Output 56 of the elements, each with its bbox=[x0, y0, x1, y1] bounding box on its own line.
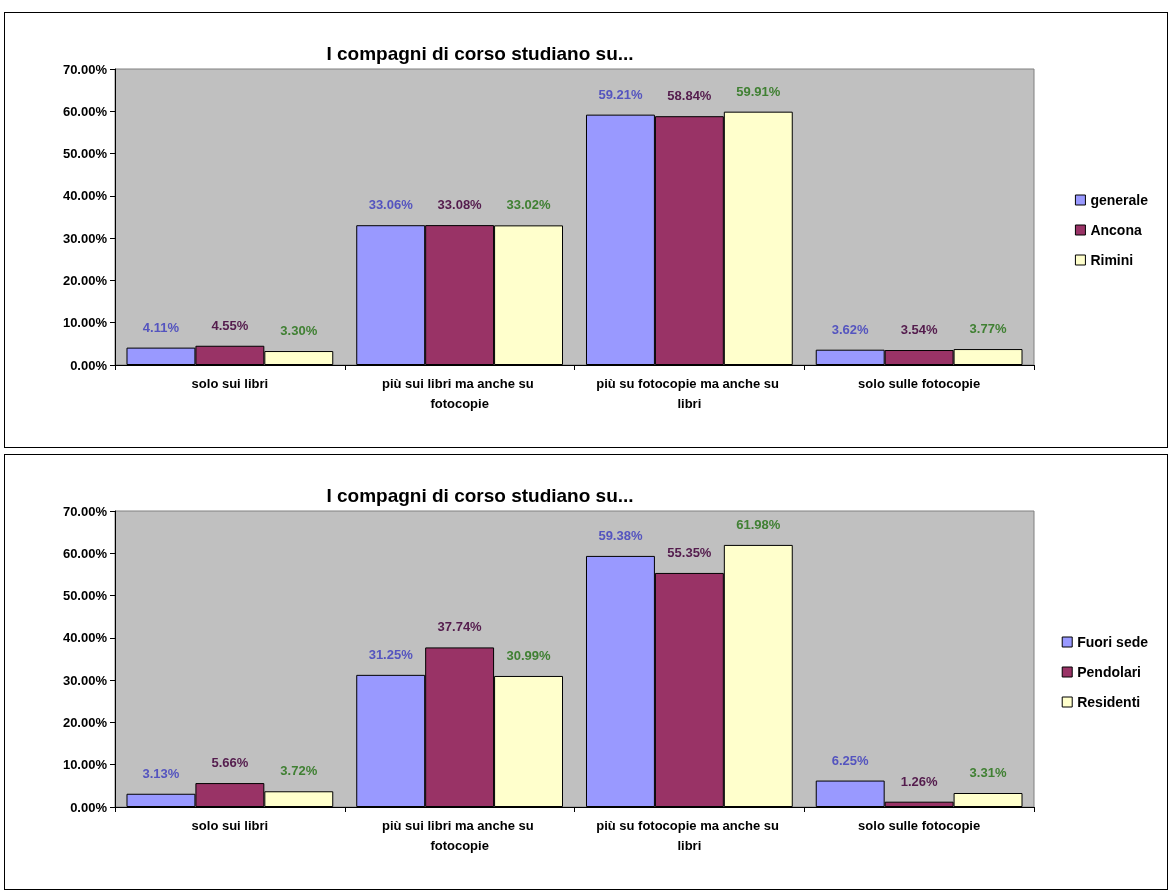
x-tick-label: solo sulle fotocopie bbox=[858, 375, 981, 391]
data-label: 3.13% bbox=[142, 765, 180, 781]
y-tick-label: 10.00% bbox=[62, 757, 108, 773]
data-label: 33.02% bbox=[506, 197, 552, 213]
data-label: 33.08% bbox=[437, 197, 483, 213]
y-tick-label: 0.00% bbox=[70, 357, 108, 373]
legend-label: generale bbox=[1090, 192, 1149, 208]
y-tick-label: 0.00% bbox=[70, 799, 108, 815]
data-label: 4.11% bbox=[142, 319, 180, 335]
y-tick-label: 60.00% bbox=[62, 103, 108, 119]
y-tick-label: 10.00% bbox=[62, 315, 108, 331]
chart-title: I compagni di corso studiano su... bbox=[326, 485, 634, 506]
y-tick-label: 40.00% bbox=[62, 188, 108, 204]
x-tick-label: solo sui libri bbox=[191, 817, 269, 833]
data-label: 3.77% bbox=[969, 321, 1007, 337]
x-tick-label: solo sulle fotocopie bbox=[858, 817, 981, 833]
data-label: 3.72% bbox=[280, 763, 318, 779]
y-tick-label: 20.00% bbox=[62, 714, 108, 730]
y-tick-label: 70.00% bbox=[62, 61, 108, 77]
legend-label: Residenti bbox=[1077, 694, 1141, 710]
legend-label: Pendolari bbox=[1077, 664, 1141, 680]
data-label: 3.54% bbox=[900, 322, 938, 338]
y-tick-label: 50.00% bbox=[62, 146, 108, 162]
data-label: 3.31% bbox=[969, 765, 1007, 780]
y-tick-label: 50.00% bbox=[62, 588, 108, 604]
data-label: 59.21% bbox=[598, 86, 643, 102]
legend-label: Ancona bbox=[1090, 222, 1142, 238]
data-label: 33.06% bbox=[368, 197, 414, 213]
legend-label: Fuori sede bbox=[1077, 634, 1149, 650]
data-label: 1.26% bbox=[900, 773, 938, 789]
data-label: 37.74% bbox=[437, 619, 483, 635]
data-label: 59.38% bbox=[598, 527, 643, 543]
data-label: 3.62% bbox=[831, 321, 870, 337]
data-label: 55.35% bbox=[667, 544, 712, 560]
data-label: 61.98% bbox=[736, 516, 781, 532]
x-tick-label: più sui libri ma anche su fotocopie bbox=[381, 375, 538, 411]
x-tick-label: solo sui libri bbox=[191, 375, 269, 391]
y-tick-label: 30.00% bbox=[62, 230, 108, 246]
x-tick-label: più sui libri ma anche su fotocopie bbox=[381, 817, 538, 853]
data-label: 5.66% bbox=[211, 755, 249, 771]
y-tick-label: 70.00% bbox=[62, 503, 108, 519]
y-tick-label: 40.00% bbox=[62, 630, 108, 646]
x-tick-label: più su fotocopie ma anche su libri bbox=[596, 817, 783, 853]
x-tick-label: più su fotocopie ma anche su libri bbox=[596, 375, 783, 411]
data-label: 59.91% bbox=[736, 83, 781, 99]
data-label: 3.30% bbox=[280, 323, 318, 339]
data-label: 31.25% bbox=[368, 646, 414, 662]
data-label: 4.55% bbox=[211, 317, 249, 333]
data-label: 6.25% bbox=[831, 752, 870, 768]
chart-title: I compagni di corso studiano su... bbox=[326, 43, 634, 64]
y-tick-label: 30.00% bbox=[62, 672, 108, 688]
legend-label: Rimini bbox=[1090, 252, 1134, 268]
data-label: 30.99% bbox=[506, 647, 552, 663]
y-tick-label: 20.00% bbox=[62, 272, 108, 288]
y-tick-label: 60.00% bbox=[62, 545, 108, 561]
data-label: 58.84% bbox=[667, 88, 712, 104]
